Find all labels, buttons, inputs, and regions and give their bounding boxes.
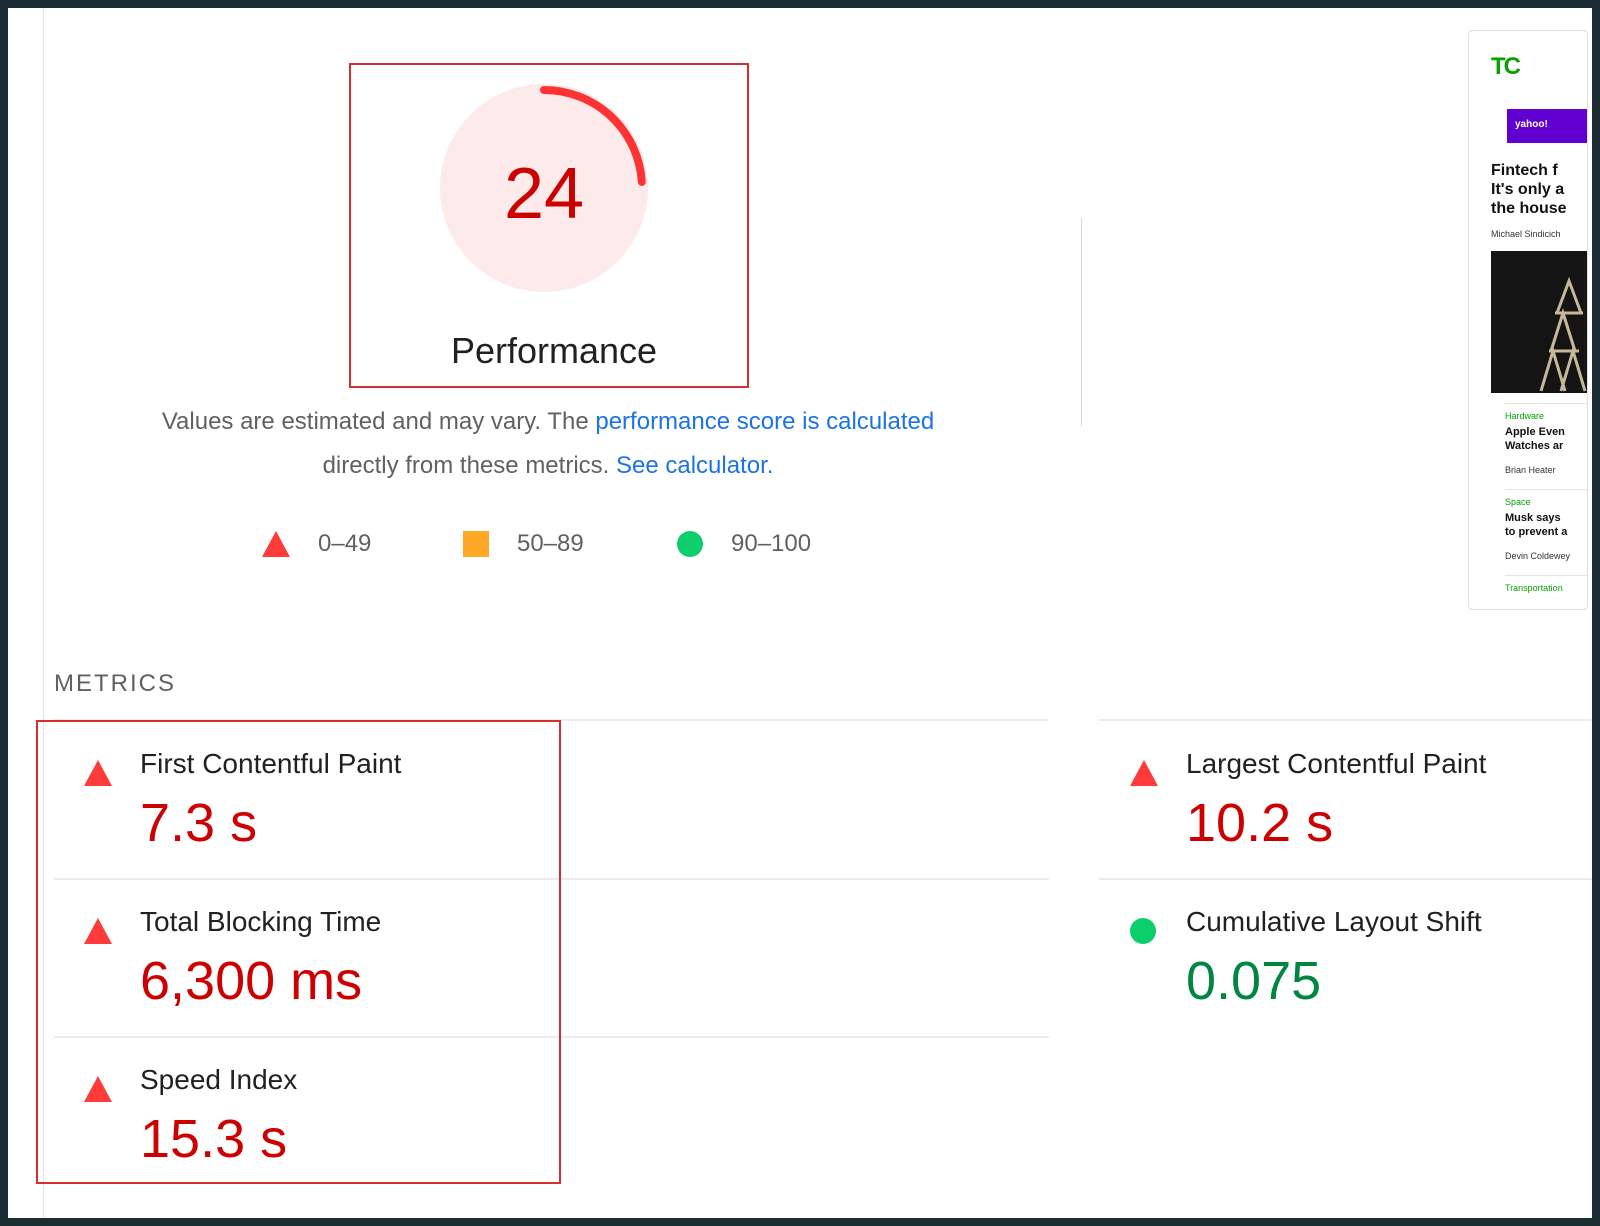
article-title: Musk says to prevent a: [1505, 512, 1568, 538]
performance-score: 24: [503, 154, 585, 234]
metric-value: 15.3 s: [140, 1109, 288, 1169]
triangle-icon: [262, 531, 290, 557]
article-category: Space: [1505, 497, 1531, 507]
metric-divider: [1099, 878, 1592, 880]
metric-value: 7.3 s: [140, 793, 258, 853]
divider: [1505, 575, 1587, 576]
score-description: Values are estimated and may vary. The p…: [88, 400, 1008, 488]
metric-divider: [54, 1036, 1049, 1038]
metric-speed-index: Speed Index 15.3 s: [84, 1064, 554, 1214]
metric-name: Speed Index: [140, 1064, 298, 1095]
description-text: Values are estimated and may vary. The: [161, 408, 596, 435]
square-icon: [463, 531, 489, 557]
circle-icon: [677, 531, 703, 557]
legend-label: 50–89: [517, 530, 584, 557]
see-calculator-link[interactable]: See calculator.: [615, 452, 774, 479]
metric-name: Total Blocking Time: [140, 906, 382, 937]
report-left-border: [43, 8, 44, 1218]
poor-triangle-icon: [84, 760, 112, 786]
poor-triangle-icon: [1130, 760, 1158, 786]
gauge-arc: [442, 86, 646, 290]
house-of-cards-image: [1491, 251, 1587, 393]
metric-value: 0.075: [1186, 951, 1322, 1011]
performance-score-link[interactable]: performance score is calculated: [595, 408, 935, 435]
article-author: Brian Heater: [1505, 465, 1556, 475]
techcrunch-logo: TC: [1491, 53, 1521, 80]
legend-poor: 0–49: [262, 528, 371, 560]
metric-divider: [1099, 719, 1592, 721]
metric-cumulative-layout-shift: Cumulative Layout Shift 0.075: [1130, 906, 1592, 1056]
poor-triangle-icon: [84, 1076, 112, 1102]
legend-average: 50–89: [463, 528, 584, 560]
article-author: Devin Coldewey: [1505, 551, 1571, 561]
headline: Fintech f It's only a the house: [1491, 162, 1567, 217]
metric-first-contentful-paint: First Contentful Paint 7.3 s: [84, 748, 554, 898]
lighthouse-report: 24 Performance Values are estimated and …: [8, 8, 1592, 1218]
divider: [1505, 403, 1587, 404]
highlight-box-performance: [349, 63, 749, 388]
metrics-heading: METRICS: [54, 670, 176, 697]
metric-divider: [54, 878, 1049, 880]
description-text-2: directly from these metrics.: [322, 452, 616, 479]
gauge-background: [440, 84, 648, 292]
metric-value: 6,300 ms: [140, 951, 363, 1011]
highlight-box-metrics: [36, 720, 561, 1184]
headline-author: Michael Sindicich: [1491, 229, 1561, 239]
metric-name: Largest Contentful Paint: [1186, 748, 1487, 779]
performance-gauge: [434, 78, 654, 298]
yahoo-ad-banner: yahoo!: [1507, 109, 1587, 143]
metric-value: 10.2 s: [1186, 793, 1334, 853]
legend-label: 90–100: [731, 530, 812, 557]
performance-label: Performance: [450, 330, 658, 371]
metric-total-blocking-time: Total Blocking Time 6,300 ms: [84, 906, 554, 1056]
metric-name: Cumulative Layout Shift: [1186, 906, 1482, 937]
metric-name: First Contentful Paint: [140, 748, 402, 779]
good-circle-icon: [1130, 918, 1156, 944]
page-screenshot-thumbnail[interactable]: TC yahoo! Fintech f It's only a the hous…: [1468, 30, 1588, 610]
gauge-svg: [440, 84, 648, 292]
article-image: [1491, 251, 1587, 393]
vertical-divider: [1081, 218, 1082, 426]
legend-label: 0–49: [318, 530, 372, 557]
article-category: Transportation: [1505, 583, 1563, 593]
poor-triangle-icon: [84, 918, 112, 944]
metric-largest-contentful-paint: Largest Contentful Paint 10.2 s: [1130, 748, 1592, 898]
article-category: Hardware: [1505, 411, 1545, 421]
article-title: Apple Even Watches ar: [1505, 426, 1565, 452]
legend-good: 90–100: [677, 528, 811, 560]
divider: [1505, 489, 1587, 490]
